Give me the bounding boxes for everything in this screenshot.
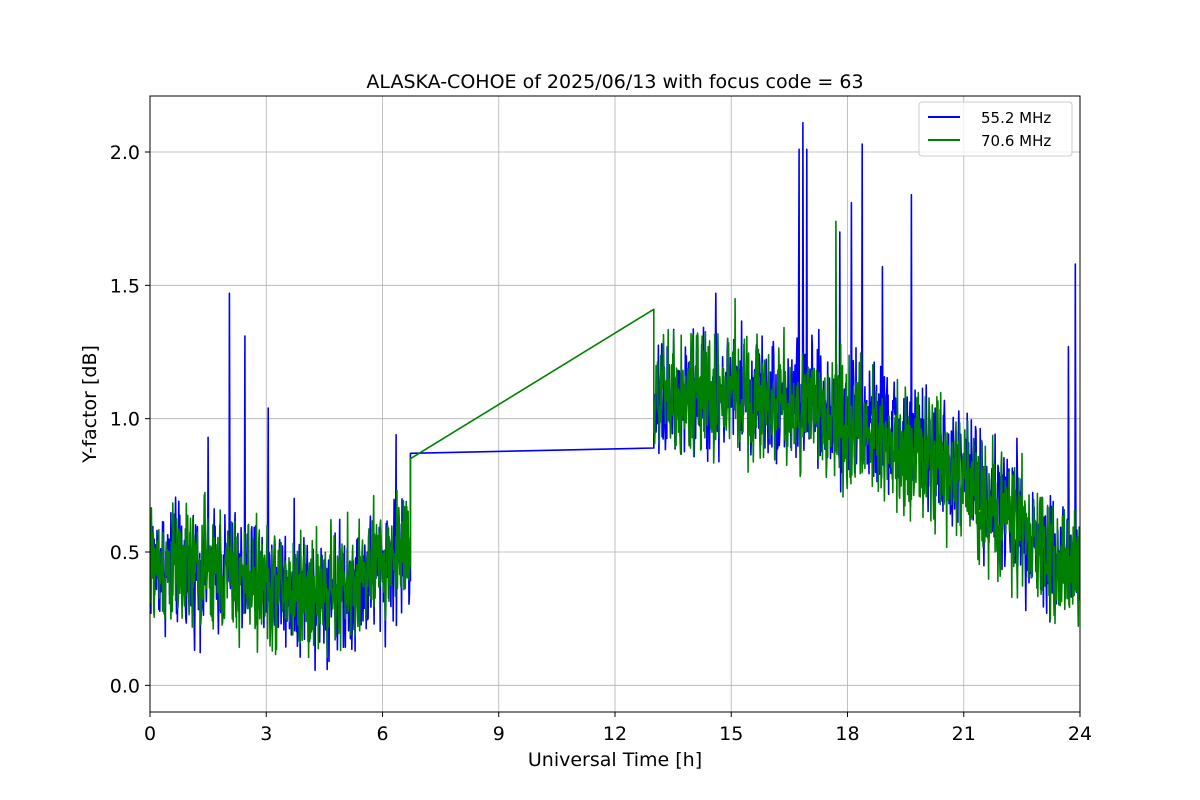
y-axis-label: Y-factor [dB] bbox=[79, 345, 101, 464]
y-tick-label: 0.5 bbox=[110, 542, 140, 564]
legend-box bbox=[918, 101, 1073, 157]
series-line-70-mhz bbox=[150, 220, 1080, 659]
legend-label-70-mhz: 70.6 MHz bbox=[981, 132, 1051, 150]
x-tick-label: 18 bbox=[835, 723, 859, 745]
y-tick-label: 1.0 bbox=[110, 409, 140, 431]
x-tick-label: 9 bbox=[493, 723, 505, 745]
x-tick-label: 0 bbox=[144, 723, 156, 745]
series-layer bbox=[150, 121, 1080, 672]
x-tick-label: 12 bbox=[603, 723, 627, 745]
x-tick-label: 3 bbox=[260, 723, 272, 745]
y-tick-label: 1.5 bbox=[110, 275, 140, 297]
x-tick-label: 21 bbox=[952, 723, 976, 745]
chart-title: ALASKA-COHOE of 2025/06/13 with focus co… bbox=[366, 71, 863, 93]
x-tick-label: 15 bbox=[719, 723, 743, 745]
x-axis-label: Universal Time [h] bbox=[528, 749, 702, 771]
legend: 55.2 MHz 70.6 MHz bbox=[918, 101, 1073, 157]
y-tick-label: 0.0 bbox=[110, 675, 140, 697]
legend-label-55-mhz: 55.2 MHz bbox=[981, 109, 1051, 127]
tick-layer: 0 3 6 9 12 15 18 21 24 0.0 0.5 1.0 1.5 2.0 bbox=[110, 142, 1092, 745]
x-tick-label: 24 bbox=[1068, 723, 1092, 745]
y-tick-label: 2.0 bbox=[110, 142, 140, 164]
x-tick-label: 6 bbox=[376, 723, 388, 745]
